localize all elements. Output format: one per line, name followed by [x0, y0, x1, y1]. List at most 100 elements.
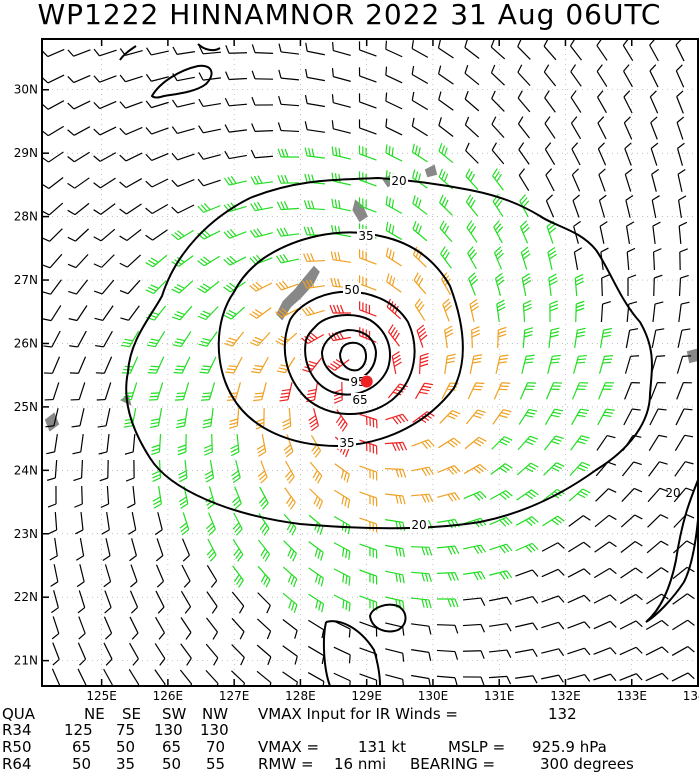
wind-barb	[489, 597, 511, 604]
wind-barb	[621, 515, 642, 527]
wind-barb	[105, 591, 111, 613]
wind-barb	[495, 247, 504, 269]
wind-barb	[225, 176, 247, 185]
wind-barb	[198, 179, 220, 186]
wind-barb	[172, 256, 194, 267]
wind-barb	[182, 565, 190, 587]
wind-barb	[42, 178, 64, 189]
wind-barb	[653, 302, 663, 322]
wind-barb	[205, 460, 214, 482]
wind-barb	[52, 616, 59, 638]
wind-barb	[120, 280, 140, 293]
wind-barb	[520, 221, 529, 243]
wind-barb	[68, 101, 90, 109]
wind-barb	[104, 617, 111, 639]
mslp-value: 925.9 hPa	[532, 739, 607, 755]
wind-barb	[130, 643, 139, 665]
wind-barb	[465, 39, 479, 58]
wind-barb	[146, 127, 168, 134]
mslp-label: MSLP =	[448, 739, 505, 755]
wind-barb	[676, 409, 692, 425]
wind-barb	[120, 255, 141, 267]
wind-barb	[104, 643, 112, 665]
wind-barb	[625, 169, 632, 191]
contour-label-35-south: 35	[339, 436, 354, 450]
wind-barb	[438, 40, 453, 58]
wind-barb	[470, 299, 479, 321]
wind-barb	[231, 434, 239, 456]
wind-barb	[518, 39, 531, 60]
wind-barb	[463, 677, 484, 685]
wind-barb	[490, 491, 512, 500]
wind-barb	[172, 100, 194, 107]
wind-barb	[624, 65, 633, 87]
wind-barb	[492, 117, 504, 138]
wind-barb	[627, 248, 635, 270]
wind-barb	[279, 70, 299, 80]
wind-barb	[359, 93, 376, 108]
wind-barb	[491, 464, 513, 475]
storm-center	[361, 376, 373, 388]
wind-barb	[71, 382, 85, 400]
wind-barb	[100, 460, 108, 481]
wind-barb	[676, 39, 684, 61]
wind-barb	[515, 676, 537, 683]
wind-barb	[94, 76, 116, 82]
wind-barb	[94, 127, 116, 135]
wind-barb	[386, 41, 402, 57]
wind-barb	[574, 356, 587, 374]
wind-barb	[308, 620, 323, 638]
wind-barb	[200, 357, 216, 373]
wind-barb	[151, 434, 160, 455]
wind-barb	[654, 249, 662, 270]
wind-barb	[333, 42, 351, 55]
wind-barb	[101, 486, 109, 507]
wind-barb	[285, 461, 294, 483]
wind-barb	[74, 486, 82, 507]
wind-barb	[173, 47, 195, 54]
wind-barb	[595, 515, 616, 526]
wind-barb	[516, 543, 538, 552]
wind-barb	[280, 382, 292, 401]
wind-barb	[598, 143, 605, 165]
wind-barb	[156, 538, 163, 560]
wind-barb	[411, 494, 433, 502]
wind-barb	[309, 542, 323, 561]
wind-barb	[225, 125, 247, 133]
wind-barb	[392, 352, 401, 374]
wind-barb	[494, 221, 503, 243]
wind-barb	[600, 222, 607, 244]
wind-barb	[568, 622, 590, 628]
wind-barb	[492, 437, 513, 450]
wind-barb	[544, 436, 563, 450]
wind-barb	[257, 619, 270, 639]
wind-barb	[278, 175, 299, 183]
wind-barb	[206, 670, 218, 691]
wind-barb	[489, 624, 511, 631]
wind-barb	[198, 256, 220, 266]
wind-barb	[308, 646, 324, 664]
wind-barb	[673, 594, 695, 604]
wind-barb	[496, 273, 505, 295]
wind-barb	[545, 409, 563, 424]
wind-barb	[198, 203, 220, 212]
wind-barb	[646, 673, 668, 680]
wind-barb	[68, 50, 90, 56]
wind-barb	[232, 592, 243, 613]
wind-barb	[576, 301, 585, 322]
wind-barb	[181, 617, 191, 639]
wind-barb	[306, 69, 325, 81]
wind-barb	[199, 126, 221, 133]
wind-barb	[94, 153, 116, 162]
wind-barb	[201, 382, 215, 400]
wind-barb	[672, 620, 694, 630]
wind-barb	[596, 489, 617, 502]
wind-barb	[42, 126, 64, 135]
contour-label-20-east: 20	[665, 486, 680, 500]
wind-barb	[646, 621, 668, 630]
wind-barb	[651, 117, 658, 139]
wind-barb	[654, 275, 663, 296]
wind-barb	[385, 414, 407, 424]
wind-barb	[120, 102, 142, 108]
wind-barb	[179, 460, 187, 482]
